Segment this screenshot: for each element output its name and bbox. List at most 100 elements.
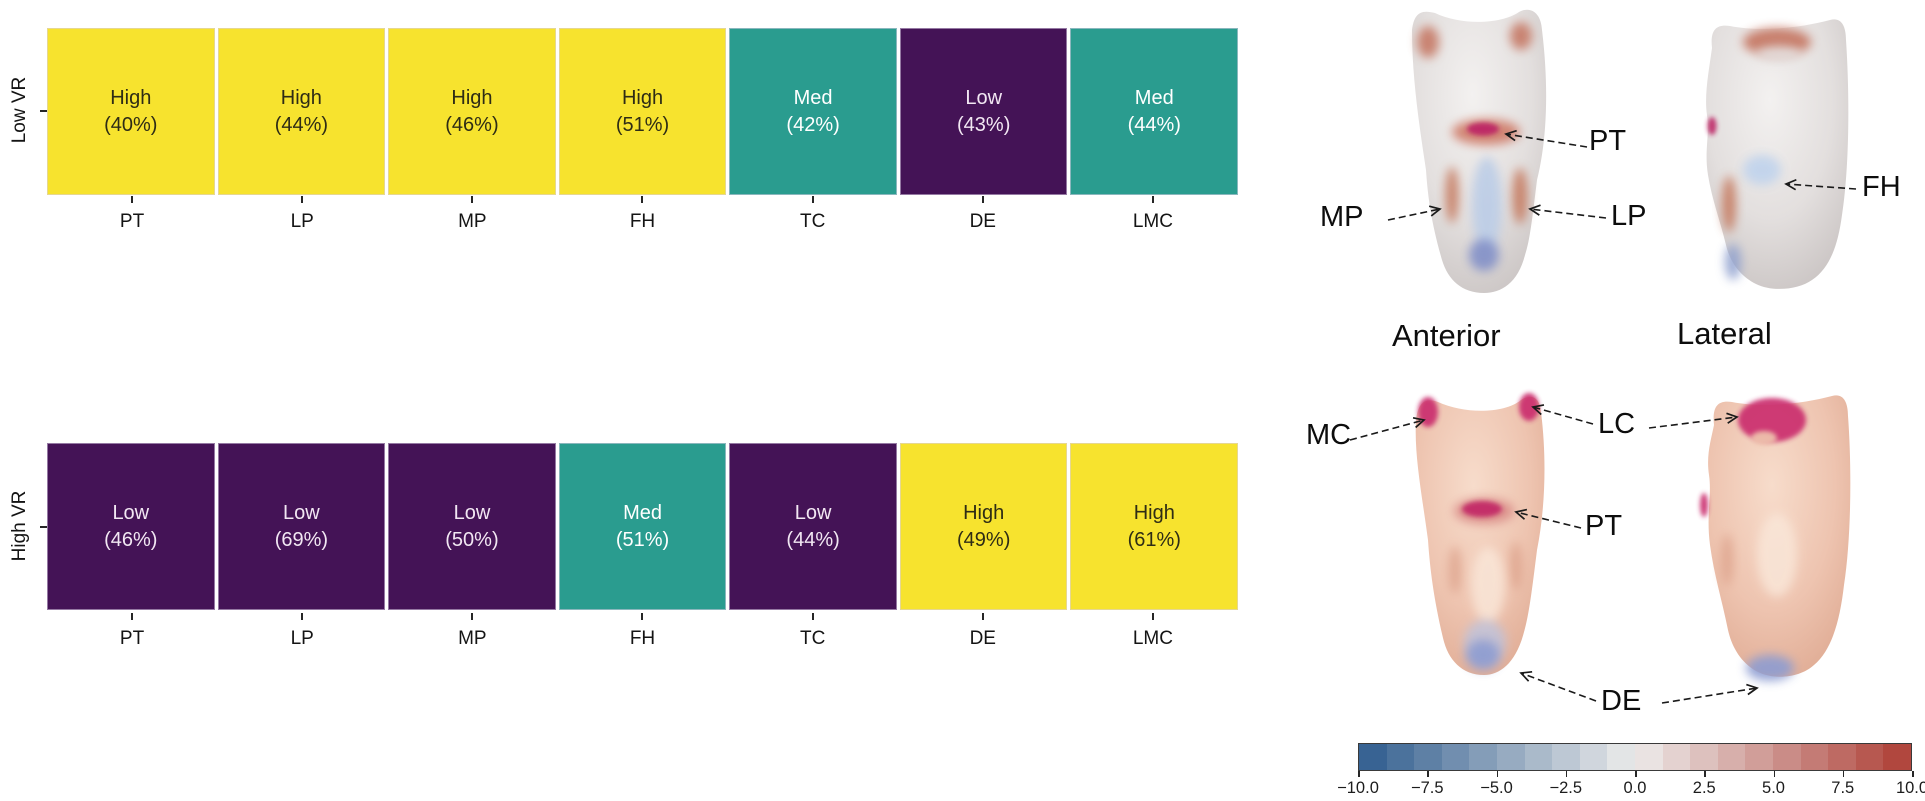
y-axis-tick-high-vr bbox=[40, 526, 47, 528]
lc-arrow-right bbox=[1648, 412, 1739, 429]
blue-streak bbox=[1472, 157, 1502, 253]
lp-streak bbox=[1512, 168, 1528, 224]
heatmap-cell-pt-lowvr: High (40%) bbox=[47, 28, 215, 195]
de-blue-tip bbox=[1469, 239, 1499, 271]
x-axis-label-lp: LP bbox=[290, 211, 314, 232]
cell-percent-label: (46%) bbox=[104, 528, 158, 551]
x-axis-tick bbox=[131, 196, 134, 203]
x-axis-item-de-lowvr: DE bbox=[898, 196, 1068, 233]
colorbar-segment bbox=[1524, 744, 1553, 770]
x-axis-label-lmc: LMC bbox=[1132, 628, 1173, 649]
annotation-pt-top: PT bbox=[1589, 125, 1627, 157]
colorbar-tick-mark bbox=[1427, 771, 1429, 777]
cell-percent-label: (44%) bbox=[1127, 113, 1181, 136]
de-arrow-right bbox=[1661, 683, 1759, 704]
x-axis-tick bbox=[301, 196, 304, 203]
view-label-lateral: Lateral bbox=[1677, 316, 1772, 351]
limb-renders-panel bbox=[1349, 9, 1857, 704]
x-axis-tick bbox=[1151, 613, 1154, 620]
heatmap-cell-tc-lowvr: Med (42%) bbox=[729, 28, 897, 195]
limb-render-lateral-bottom bbox=[1700, 395, 1851, 681]
x-axis-label-fh: FH bbox=[629, 211, 656, 232]
heatmap-cell-lp-highvr: Low (69%) bbox=[217, 443, 386, 610]
colorbar-tick-label: −5.0 bbox=[1480, 779, 1513, 797]
colorbar-segment bbox=[1552, 744, 1580, 770]
cell-level-label: High bbox=[1133, 501, 1175, 524]
x-axis-tick bbox=[641, 613, 644, 620]
red-spot bbox=[1417, 26, 1439, 58]
colorbar bbox=[1358, 743, 1912, 771]
pt-bottom-arrow bbox=[1514, 508, 1582, 529]
cell-level-label: Low bbox=[453, 501, 491, 524]
annotation-fh: FH bbox=[1862, 171, 1901, 203]
colorbar-tick-mark bbox=[1496, 771, 1499, 777]
colorbar-tick-label: 7.5 bbox=[1831, 779, 1855, 797]
x-axis-label-de: DE bbox=[969, 628, 996, 649]
crescent-cut bbox=[1756, 46, 1802, 62]
colorbar-tick-label: 10.0 bbox=[1895, 779, 1925, 797]
red-streak bbox=[1721, 534, 1733, 586]
x-axis-tick bbox=[471, 196, 474, 203]
x-axis-item-pt-lowvr: PT bbox=[47, 196, 217, 233]
heatmap-cell-de-highvr: High (49%) bbox=[899, 443, 1068, 610]
blue-edge bbox=[1725, 244, 1741, 280]
x-axis-tick bbox=[981, 196, 984, 203]
annotation-de: DE bbox=[1601, 685, 1642, 717]
x-axis-item-mp-highvr: MP bbox=[387, 613, 557, 650]
cell-percent-label: (69%) bbox=[274, 528, 329, 551]
limb-render-anterior-bottom bbox=[1415, 393, 1545, 675]
cell-percent-label: (61%) bbox=[1127, 528, 1181, 551]
annotation-lc: LC bbox=[1598, 408, 1636, 440]
x-axis-item-fh-lowvr: FH bbox=[557, 196, 727, 233]
heatmap-cell-mp-lowvr: High (46%) bbox=[388, 28, 556, 195]
mp-arrow bbox=[1387, 205, 1442, 221]
colorbar-tick-label: 5.0 bbox=[1762, 779, 1785, 797]
x-axis-item-de-highvr: DE bbox=[898, 613, 1068, 650]
lc-blob bbox=[1738, 398, 1806, 442]
heatmap-cell-pt-highvr: Low (46%) bbox=[47, 443, 215, 610]
heatmap-cell-lp-lowvr: High (44%) bbox=[217, 28, 386, 195]
cell-level-label: Low bbox=[112, 501, 150, 524]
colorbar-segment bbox=[1828, 744, 1856, 770]
x-axis-label-tc: TC bbox=[799, 211, 826, 232]
mc-spot bbox=[1418, 397, 1438, 427]
cell-percent-label: (49%) bbox=[957, 528, 1011, 551]
mc-arrow bbox=[1349, 416, 1426, 441]
x-axis-tick bbox=[641, 196, 644, 203]
colorbar-segment bbox=[1607, 744, 1635, 770]
colorbar-tick-mark bbox=[1635, 771, 1637, 777]
lc-blob-notch bbox=[1751, 431, 1777, 445]
x-axis-item-lp-highvr: LP bbox=[217, 613, 387, 650]
cell-level-label: Med bbox=[1134, 86, 1174, 109]
colorbar-tick-label: −7.5 bbox=[1410, 779, 1444, 797]
highlight bbox=[1471, 547, 1505, 623]
x-axis-item-mp-lowvr: MP bbox=[387, 196, 557, 233]
red-streak bbox=[1722, 176, 1736, 232]
cell-level-label: High bbox=[451, 86, 493, 109]
x-axis-label-mp: MP bbox=[458, 211, 487, 232]
colorbar-segment bbox=[1579, 744, 1608, 770]
x-axis-high-vr: PT LP MP FH TC DE LMC bbox=[47, 613, 1238, 650]
colorbar-segment bbox=[1469, 744, 1497, 770]
highlight bbox=[1757, 513, 1797, 597]
colorbar-tick-mark bbox=[1704, 771, 1706, 777]
cell-level-label: High bbox=[110, 86, 152, 109]
y-axis-label-high-vr: High VR bbox=[9, 490, 30, 562]
lc-spot bbox=[1519, 393, 1539, 421]
x-axis-label-mp: MP bbox=[458, 628, 487, 649]
cell-level-label: Low bbox=[794, 501, 832, 524]
heatmap-cell-lmc-lowvr: Med (44%) bbox=[1070, 28, 1239, 195]
x-axis-tick bbox=[131, 613, 134, 620]
annotation-mc: MC bbox=[1306, 419, 1352, 451]
cell-percent-label: (51%) bbox=[615, 528, 670, 551]
heatmap-cell-fh-lowvr: High (51%) bbox=[558, 28, 727, 195]
cell-level-label: High bbox=[621, 86, 664, 109]
colorbar-segment bbox=[1772, 744, 1801, 770]
fh-arrow bbox=[1784, 178, 1857, 191]
colorbar-segment bbox=[1359, 744, 1387, 770]
heatmap-cell-tc-highvr: Low (44%) bbox=[729, 443, 897, 610]
cell-level-label: Low bbox=[283, 501, 320, 524]
red-spot bbox=[1510, 22, 1532, 50]
cell-percent-label: (51%) bbox=[615, 113, 670, 136]
